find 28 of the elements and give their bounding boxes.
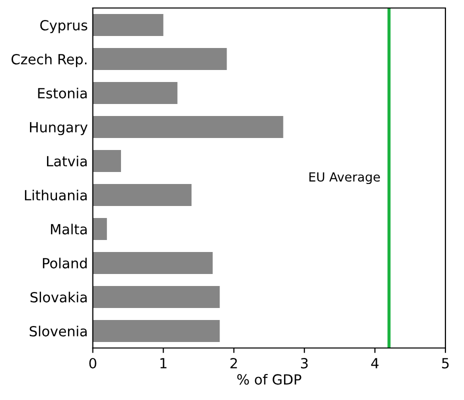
bar xyxy=(92,82,178,104)
x-tick-label: 4 xyxy=(371,358,379,368)
y-tick-label: Cyprus xyxy=(40,20,88,34)
bar xyxy=(92,218,107,240)
bar xyxy=(92,252,213,274)
bar xyxy=(92,150,122,172)
bar xyxy=(92,184,192,206)
y-tick-label: Latvia xyxy=(47,156,87,166)
x-tick-label: 2 xyxy=(230,358,237,368)
y-tick-label: Estonia xyxy=(38,88,87,98)
y-tick-label: Slovenia xyxy=(30,326,87,336)
x-tick-label: 0 xyxy=(89,358,96,368)
y-tick-label: Slovakia xyxy=(30,292,87,302)
x-axis-title: % of GDP xyxy=(237,374,302,385)
x-tick-label: 3 xyxy=(301,358,308,368)
y-tick-label: Lithuania xyxy=(24,190,87,200)
bar xyxy=(92,48,227,70)
y-tick-label: Malta xyxy=(50,224,87,234)
bar xyxy=(92,14,164,36)
ref-line-label: EU Average xyxy=(309,172,380,184)
y-tick-label: Poland xyxy=(42,258,87,268)
y-tick-label: Czech Rep. xyxy=(12,54,86,68)
x-tick-label: 5 xyxy=(442,358,449,368)
bar xyxy=(92,116,284,138)
bar xyxy=(92,286,220,308)
y-tick-label: Hungary xyxy=(30,122,88,136)
x-tick-label: 1 xyxy=(160,358,166,368)
bar xyxy=(92,320,220,342)
